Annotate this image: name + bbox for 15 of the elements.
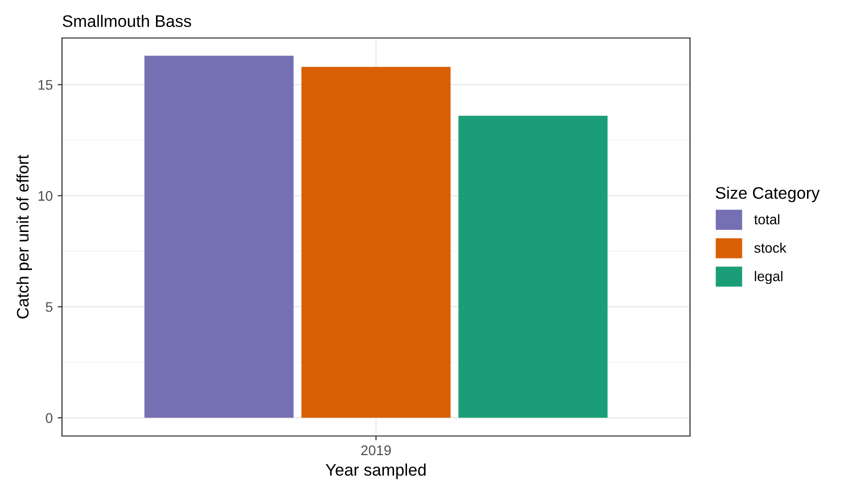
legend-label: stock xyxy=(754,242,786,253)
legend-title: Size Category xyxy=(716,186,820,202)
bar xyxy=(144,56,294,418)
x-tick-label: 2019 xyxy=(361,445,391,456)
y-tick-label: 10 xyxy=(38,191,52,201)
chart-title: Smallmouth Bass xyxy=(62,14,192,28)
y-tick-label: 5 xyxy=(46,302,52,312)
y-tick-label: 15 xyxy=(38,80,52,90)
y-tick-label: 0 xyxy=(46,413,52,423)
bar xyxy=(458,116,608,418)
legend-label: legal xyxy=(754,270,782,284)
bar xyxy=(301,66,451,418)
legend-label: total xyxy=(754,214,780,224)
x-axis-title: Year sampled xyxy=(326,464,426,480)
y-axis-title: Catch per unit of effort xyxy=(16,154,32,318)
